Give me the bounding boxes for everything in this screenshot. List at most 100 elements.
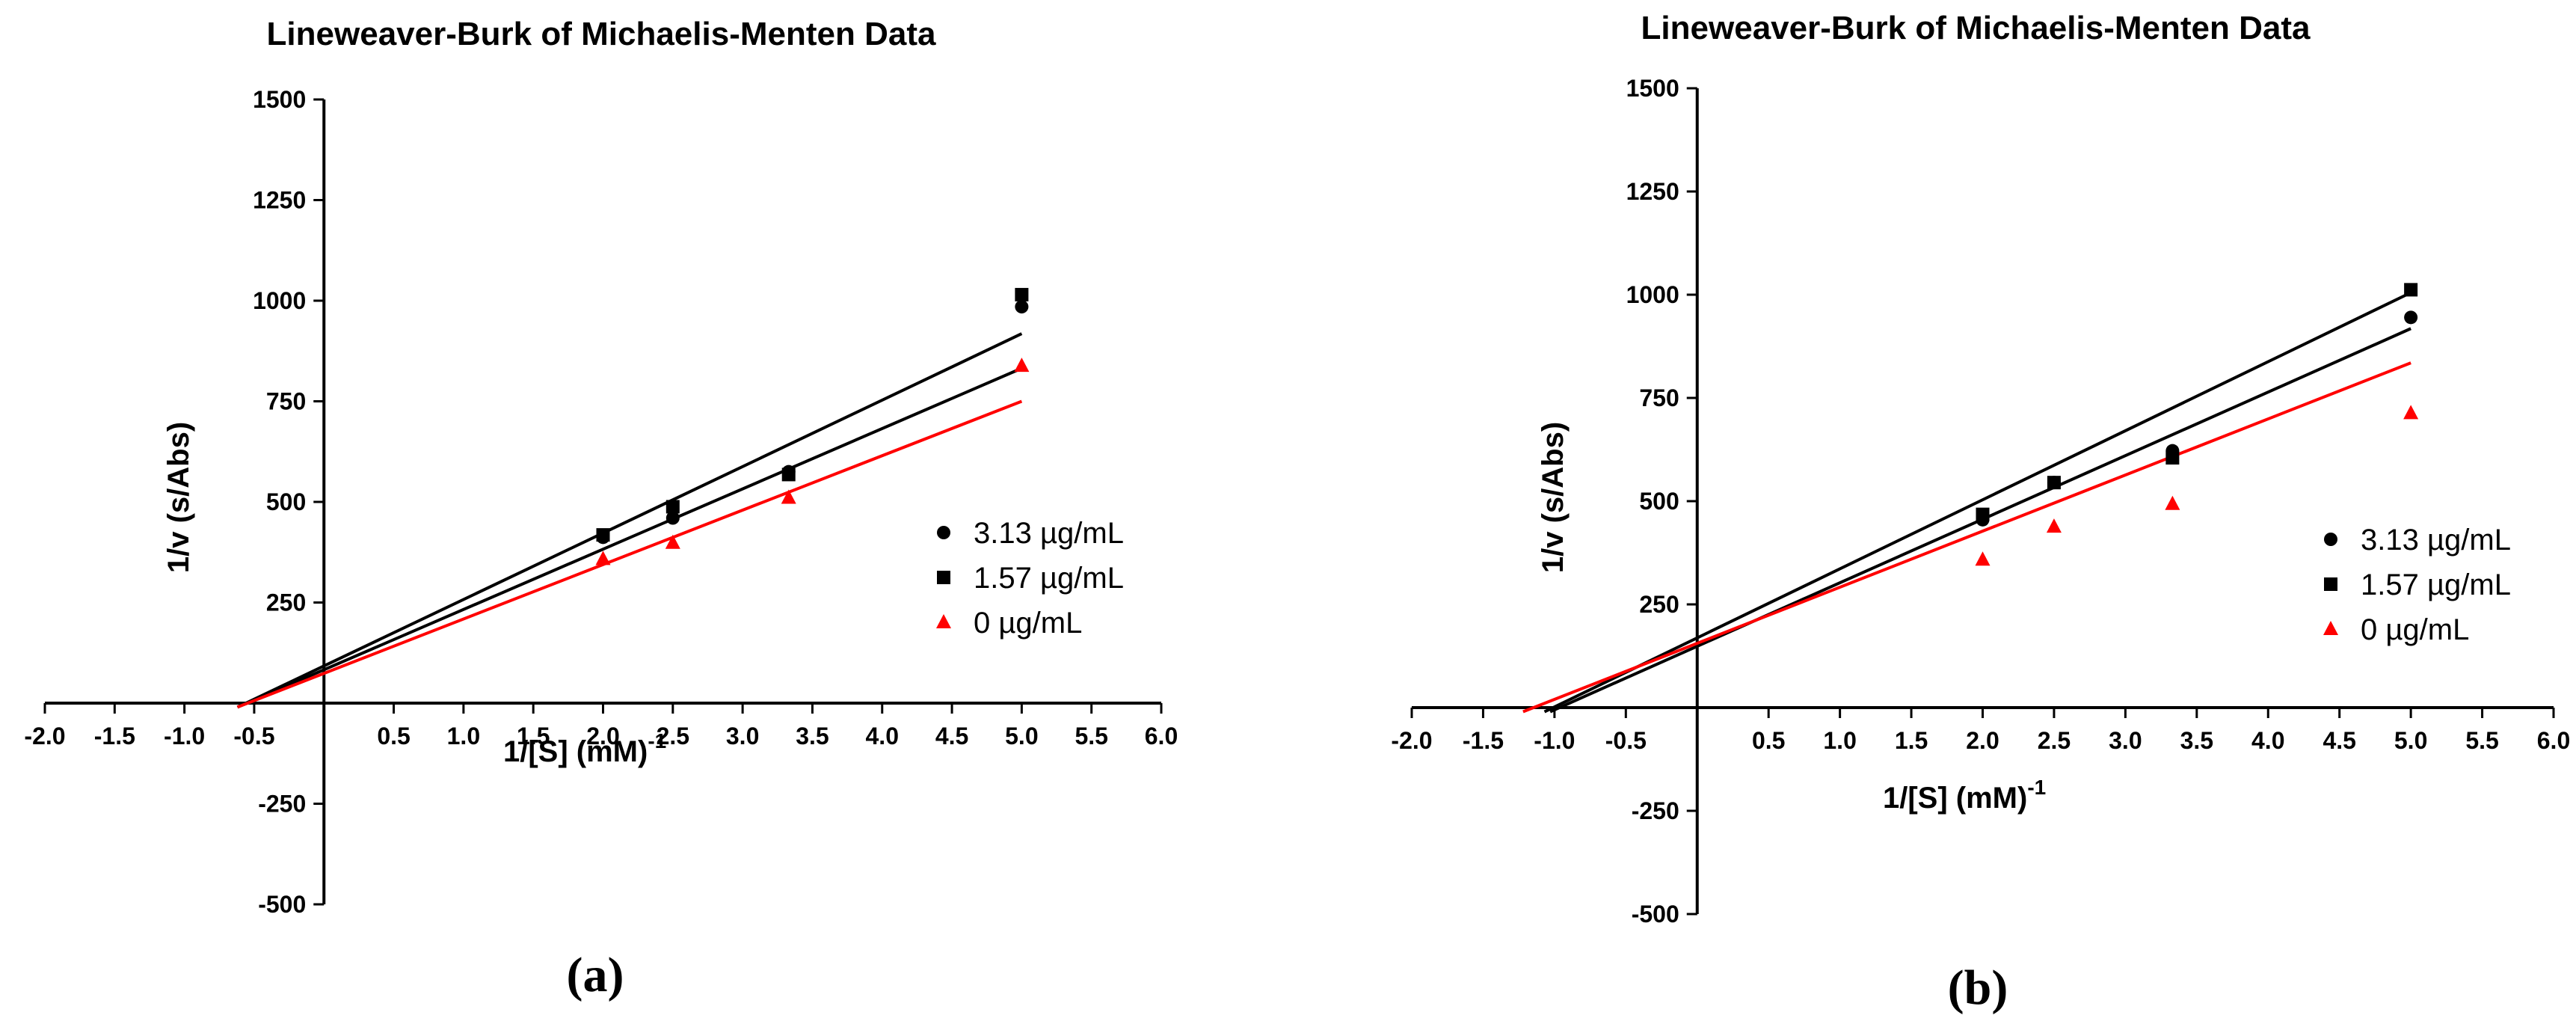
axes [1410,87,2555,916]
legend: 3.13 µg/mL 1.57 µg/mL 0 µg/mL [936,517,1124,640]
x-axis-label-text: 1/[S] (mM) [1883,782,2027,815]
x-axis-label: 1/[S] (mM)-1 [503,729,666,768]
x-axis-label-text: 1/[S] (mM) [503,735,648,768]
fit-line [1543,291,2411,714]
data-point-triangle [2403,405,2419,420]
fit-line [236,399,1023,709]
y-tick-label: 500 [1639,488,1679,515]
x-tick-label: 6.0 [2537,727,2570,754]
y-tick-label: -250 [258,791,306,818]
data-point-triangle [2165,495,2180,510]
x-tick-label: 2.0 [586,723,619,749]
legend-marker-square [2324,577,2337,591]
y-tick-label: 250 [266,589,306,616]
legend-marker-circle [2324,533,2337,546]
chart-panel-b: Lineweaver-Burk of Michaelis-Menten Data… [1391,10,2570,1015]
y-tick-label: 750 [266,388,306,415]
axes [43,98,1163,906]
x-tick-label: 4.0 [866,723,899,749]
x-axis-label: 1/[S] (mM)-1 [1883,776,2046,815]
x-tick-label: 2.5 [2038,727,2071,754]
y-axis-label: 1/v (s/Abs) [1537,422,1570,573]
data-point-triangle [595,551,611,565]
legend-label: 1.57 µg/mL [974,562,1124,595]
x-tick-label: 4.5 [2323,727,2355,754]
x-tick-label: 0.5 [1752,727,1785,754]
x-tick-label: 1.5 [1895,727,1928,754]
y-tick-label: -500 [258,891,306,918]
legend-label: 1.57 µg/mL [2361,568,2511,601]
y-tick-label: 250 [1639,591,1679,618]
data-point-square [2404,283,2418,297]
x-tick-label: 3.0 [726,723,759,749]
x-tick-label: 2.5 [657,723,689,749]
fit-line [236,367,1023,709]
legend-label: 0 µg/mL [974,607,1082,640]
panel-label: (b) [1948,960,2008,1015]
x-tick-label: 5.5 [1075,723,1107,749]
data-point-triangle [1975,551,1991,566]
x-tick-label: 1.0 [1823,727,1856,754]
data-points [595,287,1030,565]
data-points [1975,283,2419,566]
y-tick-label: 1500 [253,86,306,113]
fit-lines [236,332,1023,709]
x-tick-label: -1.0 [1534,727,1575,754]
x-tick-label: 5.0 [1005,723,1038,749]
x-tick-label: 3.5 [2180,727,2213,754]
legend-label: 0 µg/mL [2361,613,2469,646]
x-tick-labels: -2.0 -1.5 -1.0 -0.5 0.5 1.0 1.5 2.0 2.5 3.0 3.5 4.0… [1391,727,2570,754]
x-tick-label: 5.0 [2394,727,2427,754]
data-point-circle [1015,300,1029,314]
data-point-circle [2404,310,2418,325]
legend-label: 3.13 µg/mL [2361,524,2511,557]
x-tick-label: 4.5 [935,723,968,749]
data-point-square [781,467,796,482]
chart-title: Lineweaver-Burk of Michaelis-Menten Data [1641,10,2311,46]
x-tick-label: 6.0 [1145,723,1178,749]
data-point-circle [665,511,680,525]
x-axis-label-superscript: -1 [2027,776,2046,799]
x-tick-label: -2.0 [1391,727,1432,754]
x-tick-label: 4.0 [2251,727,2284,754]
legend-marker-square [937,571,950,584]
x-axis-label-superscript: -1 [648,729,666,752]
x-tick-label: 1.0 [447,723,480,749]
y-tick-labels: -500 -250 250 500 750 1000 1250 1500 [253,86,306,918]
data-point-square [1015,287,1029,301]
legend-marker-triangle [936,614,951,628]
legend-label: 3.13 µg/mL [974,517,1124,550]
legend-marker-triangle [2323,621,2338,635]
data-point-triangle [2046,518,2062,533]
y-tick-label: 750 [1639,384,1679,411]
y-tick-label: 1250 [253,187,306,214]
data-point-triangle [1014,358,1030,373]
data-point-square [1976,507,1990,521]
y-tick-label: 1250 [1626,178,1679,205]
y-tick-label: 1500 [1626,75,1679,102]
data-point-triangle [781,489,796,504]
y-tick-label: -500 [1632,901,1679,928]
x-tick-label: 3.5 [796,723,829,749]
panel-label: (a) [567,948,624,1002]
y-tick-label: 500 [266,488,306,515]
x-tick-label: 5.5 [2465,727,2498,754]
x-tick-label: -1.0 [164,723,205,749]
x-tick-label: -1.5 [94,723,135,749]
data-point-square [596,528,610,542]
chart-panel-a: Lineweaver-Burk of Michaelis-Menten Data… [24,16,1178,1002]
data-point-square [2047,476,2061,490]
legend: 3.13 µg/mL 1.57 µg/mL 0 µg/mL [2323,524,2511,646]
fit-line [1522,361,2411,714]
x-tick-label: -1.5 [1463,727,1504,754]
y-tick-label: 1000 [1626,281,1679,308]
x-tick-label: -0.5 [1605,727,1647,754]
data-point-square [665,500,680,514]
x-tick-label: 3.0 [2109,727,2142,754]
y-tick-label: 1000 [253,287,306,314]
y-axis-label: 1/v (s/Abs) [162,422,195,573]
y-tick-label: -250 [1632,797,1679,824]
legend-marker-circle [937,526,950,539]
chart-title: Lineweaver-Burk of Michaelis-Menten Data [267,16,936,52]
x-tick-label: 2.0 [1966,727,1999,754]
